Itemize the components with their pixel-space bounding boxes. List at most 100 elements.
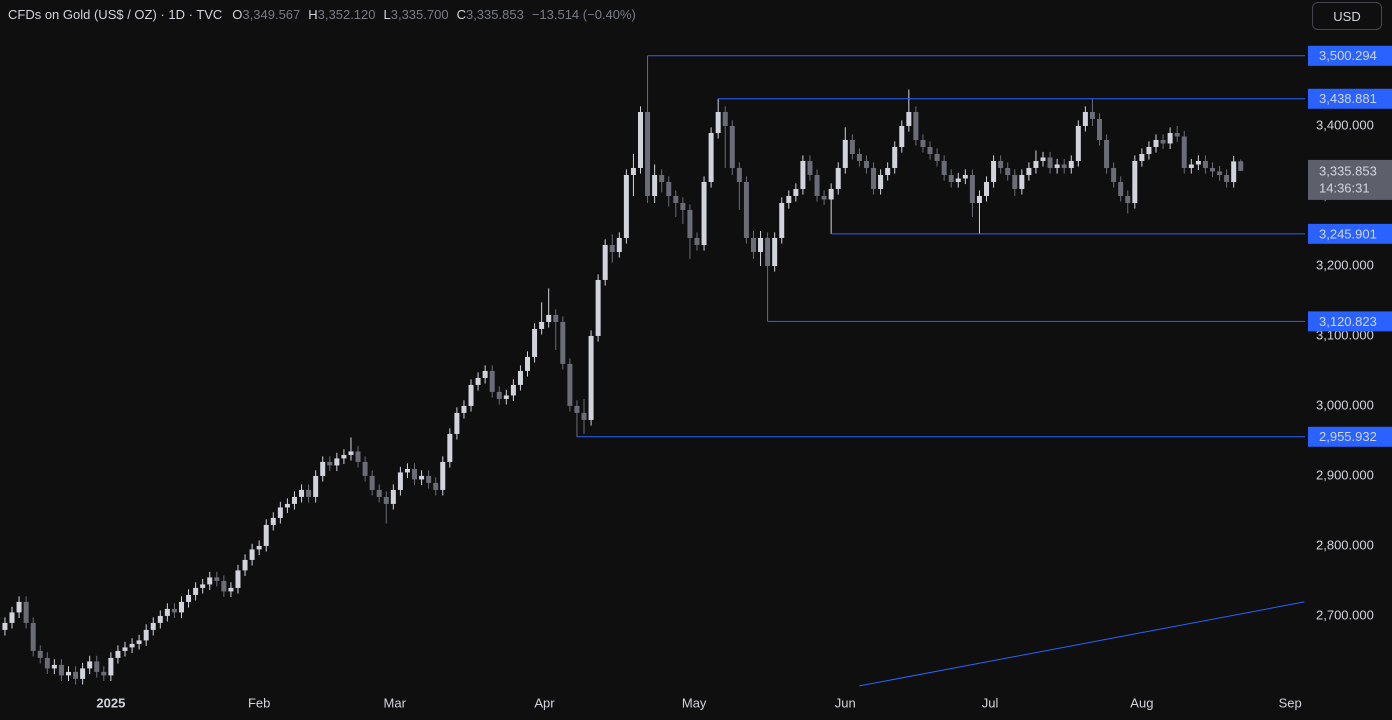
x-tick-label: May: [682, 695, 707, 710]
candle-body: [1231, 161, 1237, 182]
candle-body: [948, 174, 954, 182]
candle-body: [863, 160, 869, 168]
candle-body: [1209, 167, 1215, 172]
y-tick-label: 2,900.000: [1316, 467, 1374, 482]
trend-line: [859, 601, 1305, 687]
candle-body: [828, 188, 834, 200]
ohlc-value: 3,349.567: [242, 7, 301, 22]
candle-body: [468, 384, 474, 406]
candle-body: [101, 671, 107, 676]
ohlc-key: C: [456, 7, 466, 22]
candle-body: [1068, 160, 1074, 168]
candle-body: [320, 461, 326, 476]
candle-body: [1202, 160, 1208, 168]
candle-body: [362, 461, 368, 476]
candle-body: [984, 181, 990, 196]
candle-body: [581, 412, 587, 420]
candle-body: [341, 454, 347, 459]
candle-body: [715, 111, 721, 133]
candle-body: [256, 545, 262, 550]
ohlc-key: O: [232, 7, 243, 22]
candle-body: [892, 146, 898, 168]
candle-body: [779, 202, 785, 238]
candle-body: [334, 458, 340, 466]
candle-body: [1195, 160, 1201, 165]
candle-body: [306, 489, 312, 497]
candle-body: [623, 174, 629, 238]
candle-body: [539, 321, 545, 329]
candle-body: [235, 570, 241, 588]
candle-body: [30, 622, 36, 651]
candle-body: [616, 237, 622, 252]
candle-body: [1181, 136, 1187, 168]
candle-body: [1054, 164, 1060, 168]
candle-body: [687, 209, 693, 238]
level-label-box: [1308, 311, 1392, 332]
candle-body: [560, 321, 566, 364]
candle-body: [1026, 167, 1032, 175]
candle-body: [221, 580, 227, 592]
candle-body: [263, 524, 269, 546]
candle-body: [729, 125, 735, 168]
x-tick-label: Apr: [534, 695, 555, 710]
candle-body: [913, 111, 919, 140]
candle-body: [532, 328, 538, 357]
candle-body: [44, 657, 50, 669]
candle-body: [807, 160, 813, 175]
x-tick-label: Mar: [384, 695, 407, 710]
candle-body: [1224, 174, 1230, 182]
candle-body: [772, 237, 778, 266]
candle-body: [383, 496, 389, 504]
candle-body: [1005, 167, 1011, 175]
candle-body: [567, 363, 573, 406]
candle-body: [1167, 132, 1173, 144]
candle-body: [680, 202, 686, 210]
candle-body: [969, 174, 975, 203]
candle-body: [122, 647, 128, 651]
candle-body: [856, 153, 862, 161]
candle-body: [426, 475, 432, 483]
candle-body: [1075, 125, 1081, 161]
candle-body: [991, 160, 997, 182]
candle-body: [80, 668, 86, 679]
candle-body: [708, 132, 714, 182]
candle-body: [934, 153, 940, 161]
level-label-box: [1308, 45, 1392, 66]
candle-body: [1118, 181, 1124, 196]
last-price-box: [1308, 159, 1392, 200]
candle-body: [65, 671, 71, 676]
candle-body: [906, 111, 912, 126]
candle-body: [1061, 164, 1067, 168]
x-tick-label: Jul: [982, 695, 999, 710]
candle-body: [16, 601, 22, 613]
candle-body: [440, 461, 446, 490]
candle-body: [758, 237, 764, 252]
candle-body: [750, 237, 756, 252]
ohlc-value: 3,335.853: [465, 7, 524, 22]
candle-body: [157, 615, 163, 623]
ohlc-value: 3,335.700: [390, 7, 449, 22]
candle-body: [419, 475, 425, 480]
candle-body: [962, 174, 968, 179]
currency-button[interactable]: USD: [1312, 2, 1382, 30]
candle-body: [94, 661, 100, 672]
candle-body: [842, 139, 848, 168]
candle-body: [645, 111, 651, 196]
candle-body: [1238, 161, 1244, 171]
candle-body: [115, 650, 121, 658]
candle-body: [1089, 111, 1095, 119]
x-tick-label: Feb: [248, 695, 270, 710]
candle-body: [800, 160, 806, 189]
candle-body: [489, 370, 495, 392]
candle-body: [1146, 146, 1152, 154]
candle-body: [404, 468, 410, 473]
level-label: 3,245.901: [1319, 226, 1377, 241]
candle-body: [143, 629, 149, 641]
candle-body: [1082, 111, 1088, 126]
candle-body: [652, 174, 658, 196]
candle-body: [461, 405, 467, 413]
candle-body: [517, 370, 523, 385]
candle-body: [976, 195, 982, 203]
candle-body: [630, 167, 636, 175]
candle-body: [595, 279, 601, 336]
